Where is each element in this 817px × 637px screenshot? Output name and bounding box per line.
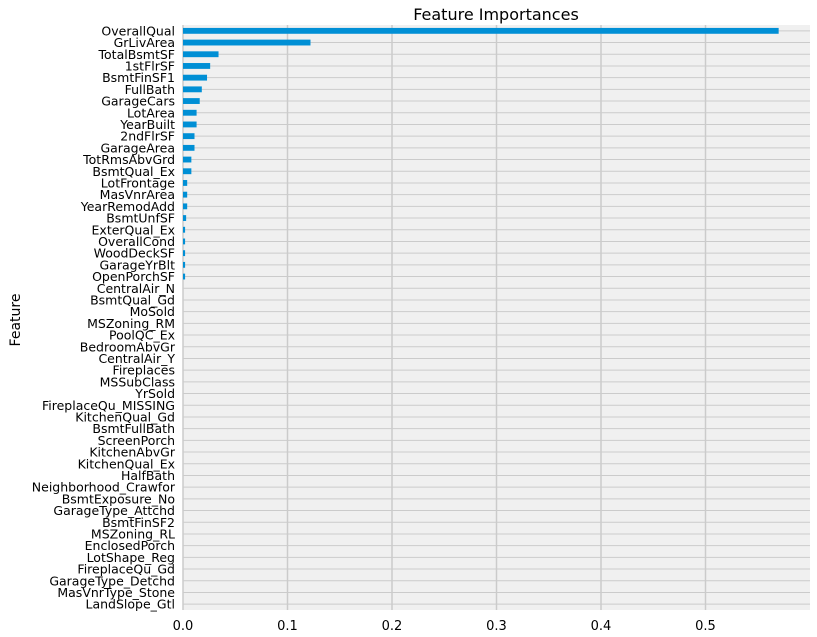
- y-tick-label-bsmtunfsf: BsmtUnfSF: [106, 211, 175, 226]
- y-tick-label-lotshape-reg: LotShape_Reg: [87, 550, 175, 565]
- bar-fullbath: [183, 86, 202, 93]
- bar-lotarea: [183, 109, 197, 116]
- y-tick-label-fireplaces: Fireplaces: [113, 363, 175, 378]
- y-tick-label-wooddecksf: WoodDeckSF: [94, 246, 175, 261]
- y-tick-label-screenporch: ScreenPorch: [98, 433, 175, 448]
- y-tick-label-garagetype-detchd: GarageType_Detchd: [49, 573, 175, 588]
- y-tick-label-mssubclass: MSSubClass: [100, 374, 175, 389]
- y-tick-label-openporchsf: OpenPorchSF: [92, 269, 175, 284]
- bar-garagecars: [183, 98, 200, 104]
- bar-overallqual: [183, 27, 779, 34]
- bar-overallcond: [183, 238, 186, 245]
- y-tick-labels: OverallQualGrLivAreaTotalBsmtSF1stFlrSFB…: [32, 23, 176, 611]
- x-tick-label: 0.2: [382, 619, 403, 634]
- x-tick-label: 0.3: [486, 619, 507, 634]
- bar-totrmsabvgrd: [183, 156, 192, 163]
- y-tick-label-kitchenabvgr: KitchenAbvGr: [89, 445, 176, 460]
- y-tick-label-totalbsmtsf: TotalBsmtSF: [98, 47, 175, 62]
- y-tick-label-poolqc-ex: PoolQC_Ex: [109, 328, 175, 343]
- x-tick-label: 0.4: [591, 619, 612, 634]
- y-tick-label-yrsold: YrSold: [134, 386, 175, 401]
- y-tick-label-masvnrarea: MasVnrArea: [100, 187, 175, 202]
- y-axis-label: Feature: [8, 294, 24, 347]
- y-tick-label-totrmsabvgrd: TotRmsAbvGrd: [82, 152, 175, 167]
- bar-yearremodadd: [183, 203, 188, 210]
- bar-grlivarea: [183, 39, 311, 46]
- chart-title: Feature Importances: [413, 5, 579, 24]
- y-tick-label-neighborhood-crawfor: Neighborhood_Crawfor: [32, 480, 176, 495]
- y-tick-label-enclosedporch: EnclosedPorch: [85, 538, 175, 553]
- bar-bsmtunfsf: [183, 215, 187, 221]
- bar-bsmtfinsf1: [183, 74, 208, 81]
- x-tick-label: 0.0: [173, 619, 194, 634]
- y-tick-label-grlivarea: GrLivArea: [114, 35, 175, 50]
- bar-garageyrblt: [183, 261, 186, 268]
- x-tick-label: 0.5: [695, 619, 716, 634]
- bar-wooddecksf: [183, 250, 186, 257]
- bar-2ndflrsf: [183, 133, 195, 140]
- bar-bsmtqual-ex: [183, 168, 192, 175]
- y-tick-label-bsmtqual-ex: BsmtQual_Ex: [92, 164, 175, 179]
- y-tick-label-halfbath: HalfBath: [121, 468, 175, 483]
- bar-1stflrsf: [183, 63, 211, 69]
- y-tick-label-fireplacequ-missing: FireplaceQu_MISSING: [42, 398, 175, 413]
- y-tick-label-bsmtqual-gd: BsmtQual_Gd: [90, 292, 175, 307]
- bar-masvnrarea: [183, 191, 188, 198]
- bar-totalbsmtsf: [183, 51, 219, 58]
- y-tick-label-masvnrtype-stone: MasVnrType_Stone: [57, 585, 175, 600]
- y-tick-label-yearremodadd: YearRemodAdd: [80, 199, 175, 214]
- y-tick-label-landslope-gtl: LandSlope_Gtl: [86, 597, 175, 612]
- y-tick-label-bsmtfinsf2: BsmtFinSF2: [102, 515, 175, 530]
- bar-lotfrontage: [183, 180, 188, 186]
- y-tick-label-garagecars: GarageCars: [101, 94, 175, 109]
- y-tick-label-fireplacequ-gd: FireplaceQu_Gd: [77, 562, 175, 577]
- y-tick-label-fullbath: FullBath: [125, 82, 175, 97]
- grid-lines: [182, 25, 810, 610]
- y-tick-label-1stflrsf: 1stFlrSF: [125, 58, 175, 73]
- y-tick-label-2ndflrsf: 2ndFlrSF: [120, 129, 175, 144]
- bar-openporchsf: [183, 273, 186, 280]
- bars: [183, 27, 779, 280]
- x-tick-labels: 0.0 0.1 0.2 0.3 0.4 0.5: [173, 619, 716, 634]
- y-tick-label-mszoning-rl: MSZoning_RL: [91, 526, 175, 541]
- y-tick-label-garageyrblt: GarageYrBlt: [100, 257, 176, 272]
- y-tick-label-centralair-y: CentralAir_Y: [98, 351, 175, 366]
- y-tick-label-lotarea: LotArea: [127, 105, 175, 120]
- y-tick-label-bsmtfinsf1: BsmtFinSF1: [102, 70, 175, 85]
- y-tick-label-centralair-n: CentralAir_N: [97, 281, 175, 296]
- y-tick-label-kitchenqual-gd: KitchenQual_Gd: [75, 409, 175, 424]
- y-tick-label-bsmtexposure-no: BsmtExposure_No: [62, 491, 175, 506]
- y-tick-label-overallcond: OverallCond: [98, 234, 175, 249]
- y-tick-label-mosold: MoSold: [130, 304, 175, 319]
- y-tick-label-exterqual-ex: ExterQual_Ex: [92, 222, 175, 237]
- bar-exterqual-ex: [183, 226, 186, 233]
- y-tick-label-mszoning-rm: MSZoning_RM: [87, 316, 175, 331]
- y-tick-label-garagetype-attchd: GarageType_Attchd: [53, 503, 175, 518]
- y-tick-label-lotfrontage: LotFrontage: [101, 175, 176, 190]
- y-tick-label-kitchenqual-ex: KitchenQual_Ex: [78, 456, 175, 471]
- y-tick-label-bsmtfullbath: BsmtFullBath: [92, 421, 175, 436]
- y-tick-label-bedroomabvgr: BedroomAbvGr: [80, 339, 176, 354]
- bar-yearbuilt: [183, 121, 197, 128]
- y-tick-label-yearbuilt: YearBuilt: [119, 117, 175, 132]
- bar-garagearea: [183, 144, 195, 151]
- y-tick-label-garagearea: GarageArea: [100, 140, 175, 155]
- y-tick-label-overallqual: OverallQual: [101, 23, 175, 38]
- x-tick-label: 0.1: [277, 619, 298, 634]
